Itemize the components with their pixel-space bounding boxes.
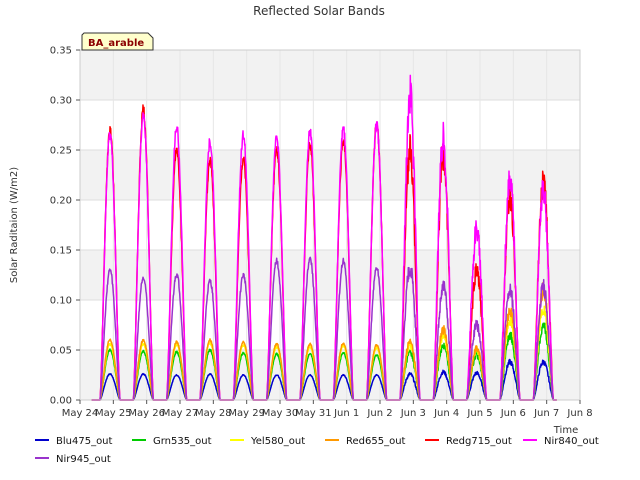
- y-tick-label: 0.15: [50, 246, 72, 257]
- grid-band: [80, 250, 580, 300]
- x-tick-label: Jun 3: [400, 408, 426, 419]
- grid-band: [80, 350, 580, 400]
- x-tick-label: May 25: [95, 408, 132, 419]
- y-axis-label: Solar Raditaion (W/m2): [9, 167, 20, 283]
- y-tick-label: 0.20: [50, 196, 72, 207]
- chart-title: Reflected Solar Bands: [253, 4, 385, 18]
- legend-label: Nir840_out: [544, 436, 599, 447]
- legend-label: Redg715_out: [446, 436, 512, 447]
- badge-label: BA_arable: [88, 38, 144, 49]
- x-tick-label: May 31: [295, 408, 332, 419]
- y-tick-label: 0.35: [50, 46, 72, 57]
- grid-band: [80, 50, 580, 100]
- x-tick-label: Jun 8: [566, 408, 592, 419]
- legend-label: Blu475_out: [56, 436, 113, 447]
- legend-label: Red655_out: [346, 436, 406, 447]
- y-tick-label: 0.00: [50, 396, 72, 407]
- x-tick-label: Jun 6: [500, 408, 526, 419]
- x-tick-label: May 26: [128, 408, 165, 419]
- y-tick-label: 0.05: [50, 346, 72, 357]
- plot-frame: [79, 49, 581, 401]
- legend-label: Yel580_out: [250, 436, 305, 447]
- x-axis-label: Time: [553, 425, 578, 436]
- x-tick-label: Jun 5: [466, 408, 492, 419]
- x-tick-label: Jun 2: [366, 408, 392, 419]
- legend-label: Grn535_out: [153, 436, 212, 447]
- x-tick-label: May 24: [62, 408, 99, 419]
- x-tick-label: Jun 4: [433, 408, 459, 419]
- grid-band: [80, 150, 580, 200]
- y-tick-label: 0.10: [50, 296, 72, 307]
- legend-label: Nir945_out: [56, 454, 111, 465]
- y-tick-label: 0.25: [50, 146, 72, 157]
- grid-bands: [80, 50, 580, 400]
- x-tick-label: Jun 1: [333, 408, 359, 419]
- y-axis-ticks: 0.00 0.05 0.10 0.15 0.20 0.25 0.30 0.35: [50, 46, 80, 407]
- x-tick-label: May 28: [195, 408, 232, 419]
- y-tick-label: 0.30: [50, 96, 72, 107]
- legend: Blu475_out Grn535_out Yel580_out Red655_out…: [35, 436, 599, 465]
- x-tick-label: May 27: [162, 408, 199, 419]
- badge: BA_arable: [81, 32, 154, 51]
- x-tick-label: May 30: [262, 408, 299, 419]
- x-tick-label: Jun 7: [533, 408, 559, 419]
- x-tick-label: May 29: [228, 408, 265, 419]
